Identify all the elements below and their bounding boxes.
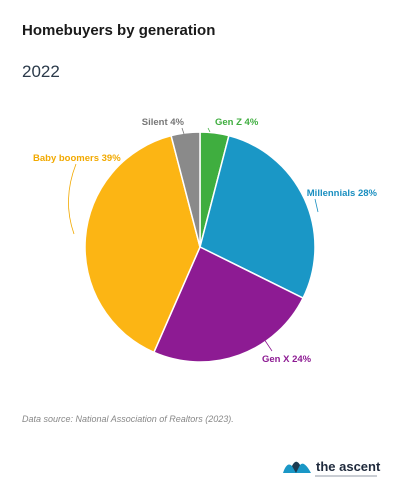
leader-line-millennials	[314, 198, 319, 213]
pie-slice-silent	[170, 131, 201, 248]
pie-chart: Gen Z 4% Millennials 28% Gen X 24% Baby boo…	[33, 117, 378, 365]
leader-line-gen-z	[207, 127, 211, 133]
ascent-logo-icon	[283, 461, 311, 473]
pie-slice-baby-boomers	[84, 134, 201, 354]
brand-tagline-bar	[315, 475, 377, 477]
slice-label-gen-z: Gen Z 4%	[215, 117, 259, 128]
leader-line-baby-boomers	[68, 163, 77, 235]
slice-label-gen-x: Gen X 24%	[262, 354, 312, 365]
brand-logo: the ascent	[282, 457, 381, 477]
brand-name: the ascent	[316, 458, 381, 474]
slice-label-millennials: Millennials 28%	[307, 188, 378, 199]
slice-label-silent: Silent 4%	[142, 117, 185, 128]
leader-line-silent	[181, 127, 185, 135]
pie-slice-gen-x	[152, 245, 305, 363]
data-source-note: Data source: National Association of Rea…	[22, 414, 234, 424]
chart-title: Homebuyers by generation	[22, 22, 216, 39]
chart-subtitle: 2022	[22, 62, 60, 81]
slice-label-baby-boomers: Baby boomers 39%	[33, 153, 121, 164]
pie-slice-millennials	[199, 134, 316, 300]
leader-line-gen-x	[261, 335, 273, 352]
